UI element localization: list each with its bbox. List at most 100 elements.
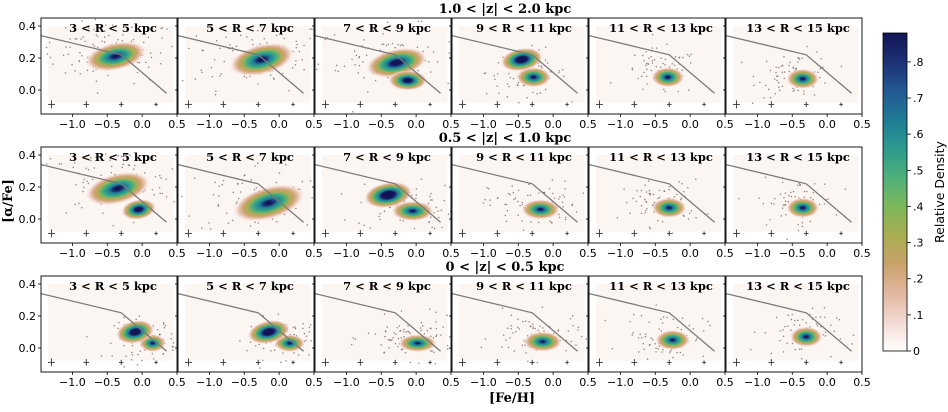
- scatter-point: [558, 213, 560, 216]
- scatter-point: [417, 20, 420, 23]
- scatter-point: [692, 328, 695, 330]
- scatter-point: [164, 325, 167, 327]
- scatter-point: [822, 66, 824, 69]
- scatter-point: [658, 189, 661, 192]
- density-halo: [458, 155, 585, 232]
- scatter-point: [646, 83, 648, 85]
- scatter-point: [779, 339, 781, 342]
- scatter-point: [707, 320, 709, 323]
- scatter-point: [507, 192, 510, 195]
- scatter-point: [308, 326, 311, 329]
- scatter-point: [493, 74, 495, 77]
- scatter-point: [372, 29, 375, 32]
- scatter-point: [283, 37, 286, 40]
- scatter-point: [153, 193, 156, 196]
- scatter-point: [83, 178, 85, 181]
- scatter-point: [506, 95, 509, 98]
- division-line: [726, 34, 852, 94]
- scatter-point: [138, 30, 141, 33]
- error-bar: [321, 358, 329, 367]
- scatter-point: [701, 317, 704, 320]
- scatter-point: [136, 71, 139, 74]
- scatter-point: [793, 89, 796, 91]
- scatter-point: [516, 84, 519, 87]
- scatter-point: [103, 36, 106, 38]
- scatter-point: [305, 335, 308, 337]
- scatter-point: [750, 348, 752, 351]
- x-tick-label: 0.0: [407, 376, 425, 389]
- scatter-point: [570, 340, 572, 343]
- colorbar-tick-label: .6: [913, 128, 924, 141]
- scatter-point: [788, 70, 790, 73]
- error-bar: [428, 360, 432, 365]
- scatter-point: [430, 192, 432, 195]
- scatter-point: [139, 350, 141, 352]
- scatter-point: [392, 336, 394, 339]
- density-blob: [651, 197, 687, 219]
- division-line: [452, 163, 578, 223]
- scatter-point: [521, 344, 524, 346]
- scatter-point: [562, 206, 564, 208]
- scatter-point: [71, 63, 73, 66]
- scatter-point: [85, 11, 87, 13]
- density-blob: [388, 70, 428, 91]
- scatter-point: [651, 62, 654, 64]
- scatter-point: [273, 349, 276, 351]
- scatter-point: [440, 334, 442, 336]
- density-halo: [732, 284, 859, 361]
- scatter-point: [45, 46, 48, 49]
- scatter-point: [387, 338, 390, 341]
- scatter-point: [96, 35, 99, 38]
- scatter-point: [818, 203, 821, 206]
- scatter-point: [365, 54, 368, 57]
- scatter-point: [430, 327, 432, 330]
- scatter-point: [295, 46, 298, 49]
- scatter-point: [544, 46, 547, 48]
- scatter-point: [399, 219, 401, 222]
- scatter-point: [435, 335, 437, 338]
- scatter-point: [134, 164, 136, 167]
- error-bar: [494, 230, 501, 237]
- scatter-point: [822, 334, 825, 336]
- scatter-point: [662, 348, 664, 351]
- scatter-point: [682, 56, 684, 59]
- scatter-point: [775, 316, 778, 319]
- scatter-point: [532, 326, 534, 328]
- scatter-point: [384, 330, 387, 333]
- scatter-point: [819, 67, 822, 70]
- scatter-point: [431, 350, 433, 352]
- scatter-point: [518, 328, 520, 330]
- scatter-point: [430, 216, 432, 219]
- scatter-point: [306, 224, 309, 226]
- scatter-point: [657, 348, 659, 350]
- scatter-point: [432, 51, 435, 53]
- panel-0-3: 9 < R < 11 kpc −1.0 −0.5 0.0 0.5: [449, 17, 597, 131]
- scatter-point: [634, 54, 636, 57]
- scatter-point: [797, 89, 799, 92]
- error-bar: [565, 231, 569, 236]
- error-bar: [392, 101, 398, 107]
- scatter-point: [429, 195, 431, 198]
- scatter-point: [536, 361, 539, 364]
- x-tick-label: 0.5: [442, 118, 460, 131]
- scatter-point: [101, 40, 103, 43]
- scatter-point: [435, 327, 437, 330]
- scatter-point: [388, 347, 390, 349]
- scatter-point: [676, 351, 678, 354]
- error-bar: [565, 360, 569, 365]
- scatter-point: [801, 222, 804, 224]
- scatter-point: [278, 172, 281, 174]
- scatter-point: [673, 196, 676, 198]
- scatter-point: [646, 68, 648, 71]
- scatter-point: [792, 90, 795, 92]
- scatter-point: [417, 69, 419, 72]
- y-tick-label: 0.4: [19, 278, 37, 291]
- x-tick-label: 0.0: [681, 376, 699, 389]
- scatter-point: [687, 186, 689, 189]
- scatter-point: [517, 189, 520, 192]
- scatter-point: [585, 338, 587, 340]
- scatter-point: [515, 331, 517, 333]
- scatter-point: [496, 85, 498, 87]
- scatter-point: [437, 216, 440, 219]
- division-line: [178, 292, 304, 352]
